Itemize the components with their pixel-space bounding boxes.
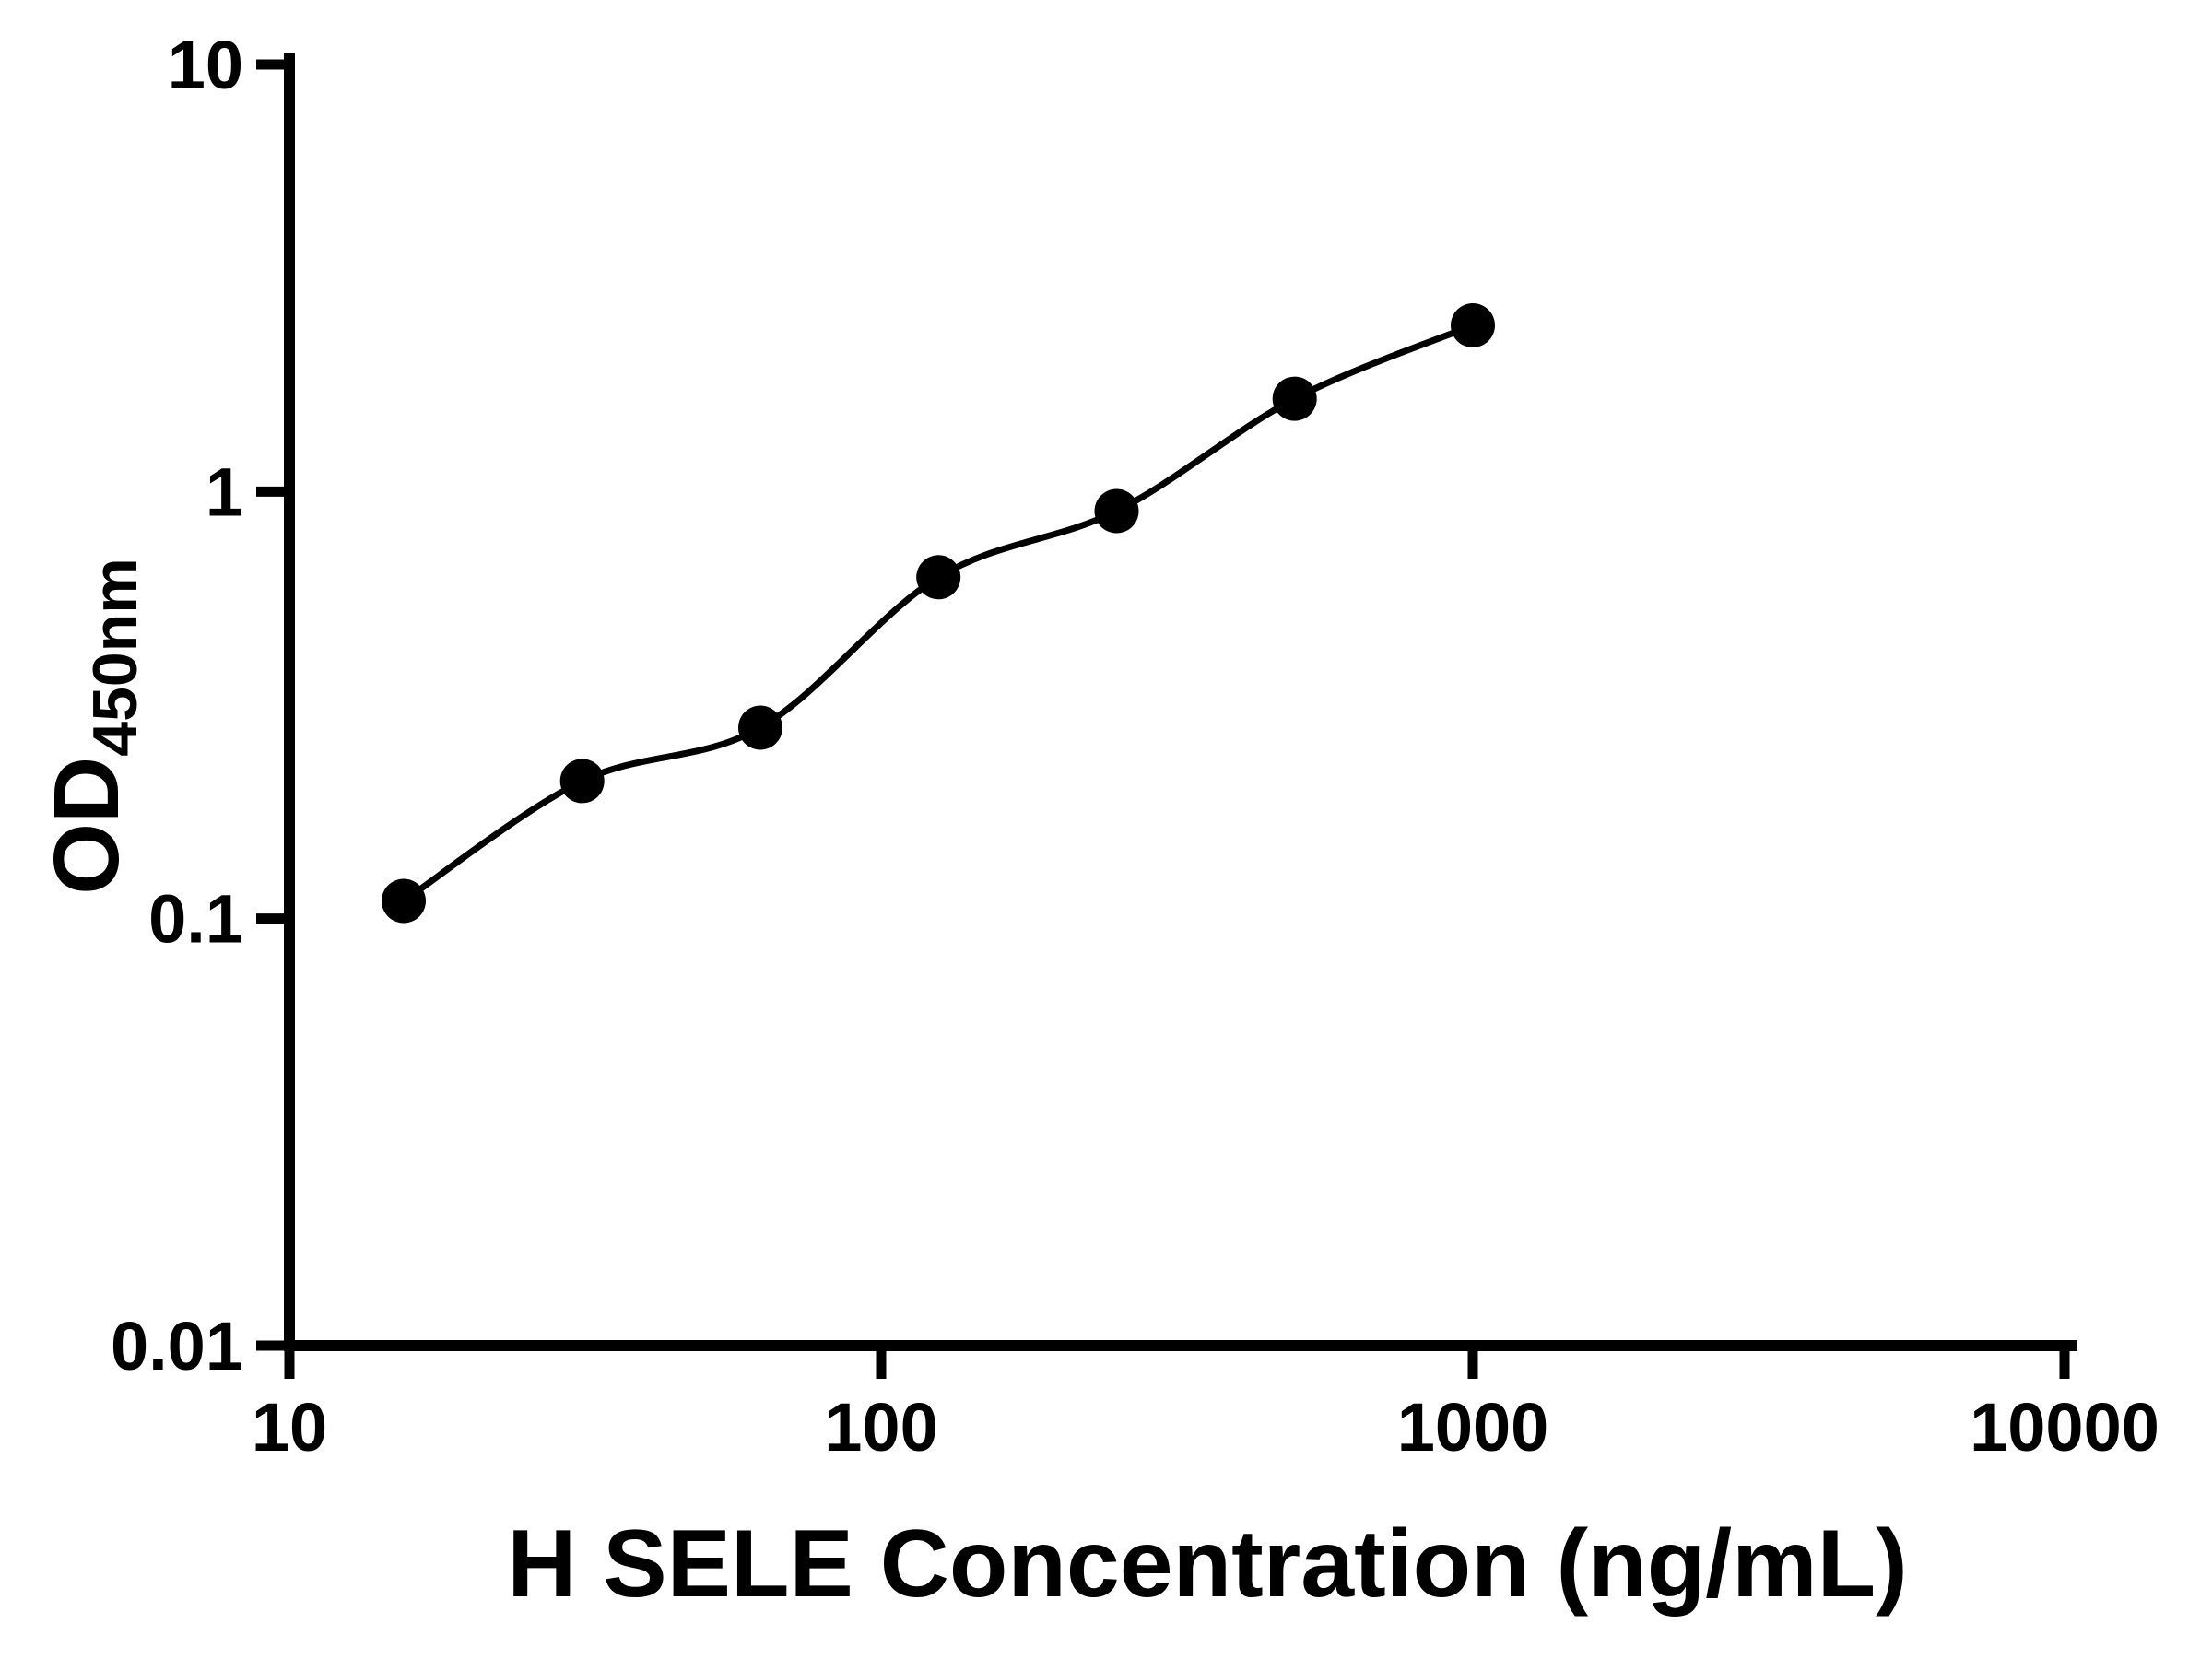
x-tick-label: 10 [252,1389,327,1465]
y-tick-label: 0.01 [111,1308,243,1384]
data-point [559,759,605,804]
y-tick-label: 1 [206,453,243,530]
y-axis-title-main: OD [35,757,138,895]
x-tick-label: 100 [824,1389,937,1465]
x-tick-label: 1000 [1397,1389,1549,1465]
data-point [916,555,961,600]
axes-group: 10 100 1000 10000 0.01 0.1 1 10 [111,27,2159,1465]
series-group [382,303,1495,924]
y-tick-label: 0.1 [148,881,243,958]
x-tick-label: 10000 [1970,1389,2159,1465]
y-axis-title: OD450nm [35,558,150,894]
data-point [1451,303,1495,347]
data-point [1094,488,1139,534]
data-point [382,878,426,924]
x-axis-title: H SELE Concentration (ng/mL) [507,1511,1908,1618]
data-point [1272,376,1317,421]
y-tick-label: 10 [168,27,243,103]
y-axis-title-subscript: 450nm [80,558,150,756]
data-point [738,705,782,750]
